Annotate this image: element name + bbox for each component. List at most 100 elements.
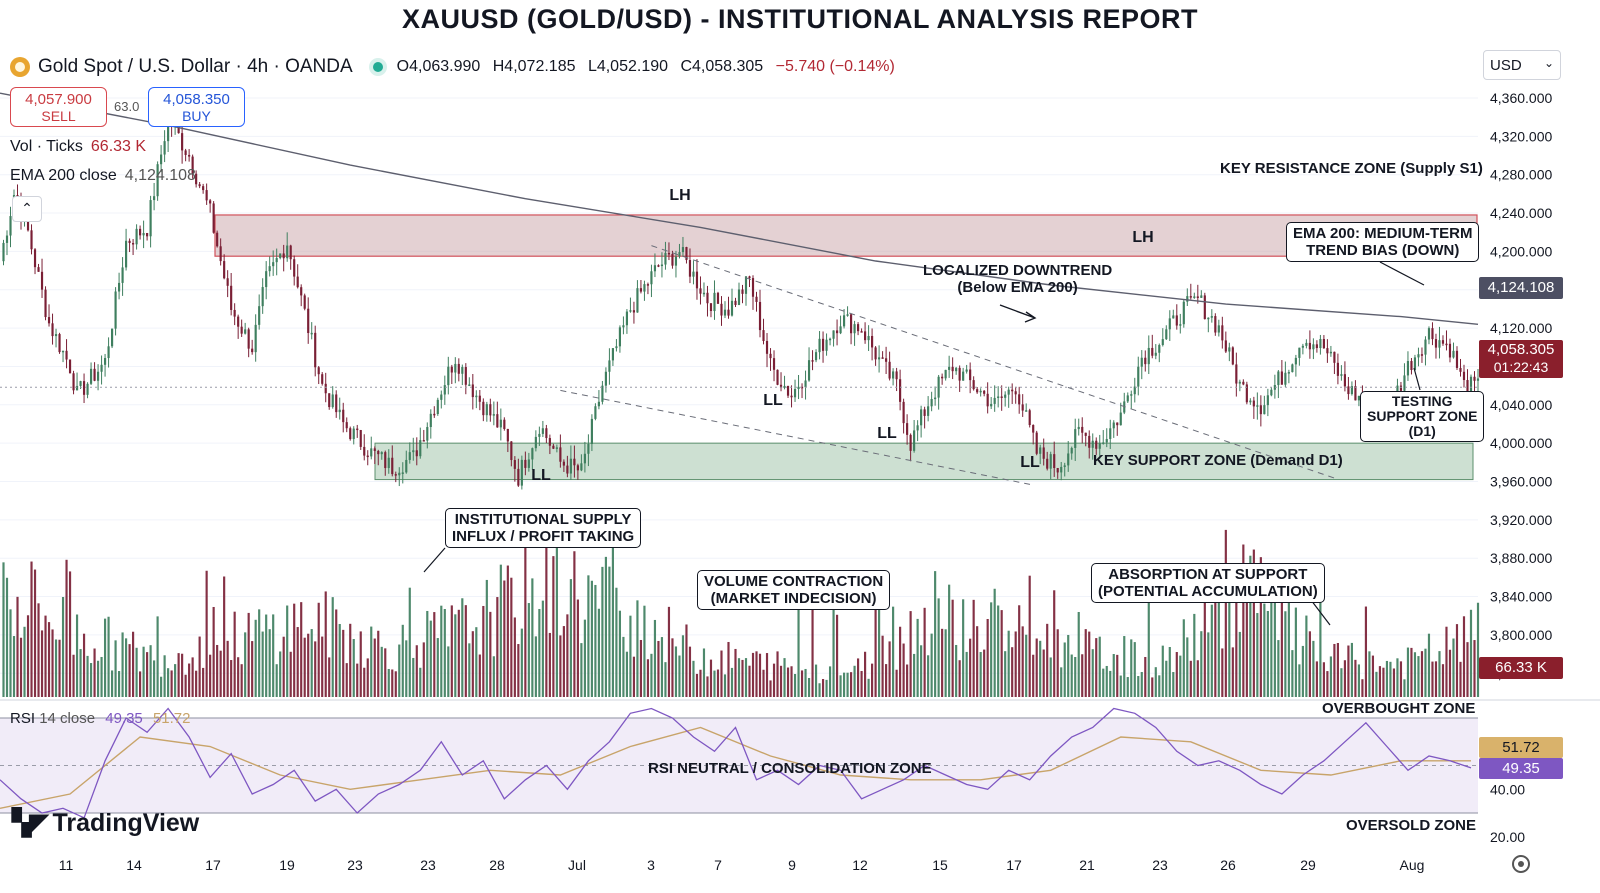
volume-bar-200 xyxy=(699,669,702,697)
candle-body-341 xyxy=(1193,296,1196,298)
volume-bar-334 xyxy=(1168,646,1171,697)
candle-body-419 xyxy=(1466,380,1469,395)
volume-bar-231 xyxy=(807,677,811,697)
volume-bar-404 xyxy=(1413,652,1417,697)
price-tick-8: 4,040.000 xyxy=(1490,397,1552,413)
volume-bar-287 xyxy=(1004,651,1007,697)
candle-body-67 xyxy=(233,309,236,317)
candle-body-149 xyxy=(520,459,523,486)
time-tick-16: 26 xyxy=(1220,857,1236,873)
volume-bar-129 xyxy=(450,605,453,697)
ohlc-values: O4,063.990 H4,072.185 L4,052.190 C4,058.… xyxy=(397,58,903,76)
volume-bar-170 xyxy=(594,584,597,697)
candle-body-48 xyxy=(167,115,170,142)
candle-body-32 xyxy=(110,328,114,347)
candle-body-418 xyxy=(1462,371,1466,381)
volume-bar-100 xyxy=(349,623,352,697)
rsi-legend[interactable]: RSI 14 close 49.35 51.72 xyxy=(10,710,191,727)
ema-callout-pointer xyxy=(1379,261,1425,286)
candle-body-414 xyxy=(1448,343,1452,358)
volume-bar-131 xyxy=(457,609,460,697)
candle-body-282 xyxy=(986,393,989,407)
volume-bar-104 xyxy=(363,667,366,697)
candle-body-97 xyxy=(338,409,341,413)
volume-bar-40 xyxy=(139,671,142,697)
tradingview-wordmark: TradingView xyxy=(52,808,200,837)
ema-legend-value: 4,124.108 xyxy=(124,167,196,184)
candle-body-342 xyxy=(1196,296,1199,298)
candle-body-317 xyxy=(1109,428,1112,439)
rsi-params: 14 close xyxy=(39,710,96,727)
candle-body-102 xyxy=(356,428,359,431)
candle-body-116 xyxy=(405,459,408,473)
candle-body-73 xyxy=(254,324,257,353)
price-tick-11: 3,920.000 xyxy=(1490,512,1552,528)
volume-bar-256 xyxy=(895,669,898,697)
volume-bar-359 xyxy=(1256,613,1259,697)
volume-bar-270 xyxy=(944,629,947,697)
candle-body-108 xyxy=(377,450,380,455)
volume-bar-118 xyxy=(412,657,415,697)
candle-body-134 xyxy=(468,384,471,386)
collapse-legend-button[interactable]: ⌃ xyxy=(12,196,42,222)
volume-bar-367 xyxy=(1284,611,1287,697)
volume-bar-392 xyxy=(1371,655,1375,697)
volume-bar-230 xyxy=(804,668,807,697)
volume-bar-154 xyxy=(538,608,541,697)
volume-bar-276 xyxy=(965,651,968,697)
volume-bar-333 xyxy=(1165,660,1168,697)
volume-bar-236 xyxy=(825,679,828,697)
ema-legend[interactable]: EMA 200 close 4,124.108 xyxy=(10,167,196,185)
candle-body-385 xyxy=(1347,386,1350,395)
time-axis: 11 14 17 19 23 23 28 Jul 3 7 9 12 15 17 21 23 26 29 Aug xyxy=(59,857,1425,873)
volume-bar-30 xyxy=(103,618,107,697)
price-axis: 4,360.000 4,320.000 4,280.000 4,240.000 4,20… xyxy=(1490,90,1552,845)
volume-bar-105 xyxy=(366,658,369,697)
volume-bar-165 xyxy=(576,599,579,697)
candle-body-60 xyxy=(209,200,212,204)
candle-body-338 xyxy=(1182,301,1185,325)
candle-body-404 xyxy=(1413,357,1417,370)
candle-body-416 xyxy=(1455,350,1459,368)
volume-bar-43 xyxy=(149,645,152,697)
buy-button[interactable]: 4,058.350 BUY xyxy=(148,87,245,127)
candle-body-114 xyxy=(398,472,401,476)
candle-body-308 xyxy=(1077,426,1080,430)
symbol-name[interactable]: Gold Spot / U.S. Dollar · 4h · OANDA xyxy=(38,56,353,77)
volume-bar-345 xyxy=(1207,632,1210,697)
volume-bar-259 xyxy=(906,664,909,697)
volume-bar-220 xyxy=(769,680,772,697)
candle-body-36 xyxy=(124,240,128,268)
candle-body-384 xyxy=(1343,374,1346,387)
volume-bar-183 xyxy=(639,639,643,697)
candle-body-364 xyxy=(1273,385,1276,390)
candle-body-222 xyxy=(776,369,779,385)
sell-button[interactable]: 4,057.900 SELL xyxy=(10,87,107,127)
volume-bar-55 xyxy=(191,657,194,697)
volume-bar-356 xyxy=(1245,579,1248,697)
candle-body-224 xyxy=(783,385,786,388)
symbol-header: Gold Spot / U.S. Dollar · 4h · OANDA O4,… xyxy=(10,54,903,80)
tradingview-logo[interactable]: ▚◤ TradingView xyxy=(12,808,199,838)
time-tick-2: 17 xyxy=(205,857,221,873)
candle-body-278 xyxy=(972,380,975,390)
candle-body-71 xyxy=(247,329,250,349)
candle-body-303 xyxy=(1060,466,1063,473)
rsi-legend-value: 49.35 xyxy=(105,710,143,727)
volume-bar-283 xyxy=(990,602,993,697)
candle-body-165 xyxy=(576,465,579,471)
volume-label: Vol · Ticks xyxy=(10,138,83,155)
candle-body-260 xyxy=(909,434,912,451)
volume-bar-48 xyxy=(167,668,170,697)
chart-settings-icon[interactable] xyxy=(1512,855,1530,873)
volume-bar-299 xyxy=(1046,623,1049,697)
currency-selector[interactable]: USD ⌄ xyxy=(1483,50,1561,80)
volume-bar-171 xyxy=(597,608,600,697)
candle-body-329 xyxy=(1151,347,1154,356)
candle-body-212 xyxy=(741,289,744,294)
candle-body-187 xyxy=(653,265,657,272)
volume-bar-293 xyxy=(1025,634,1028,697)
candle-body-139 xyxy=(485,404,488,416)
volume-legend[interactable]: Vol · Ticks 66.33 K xyxy=(10,138,146,156)
